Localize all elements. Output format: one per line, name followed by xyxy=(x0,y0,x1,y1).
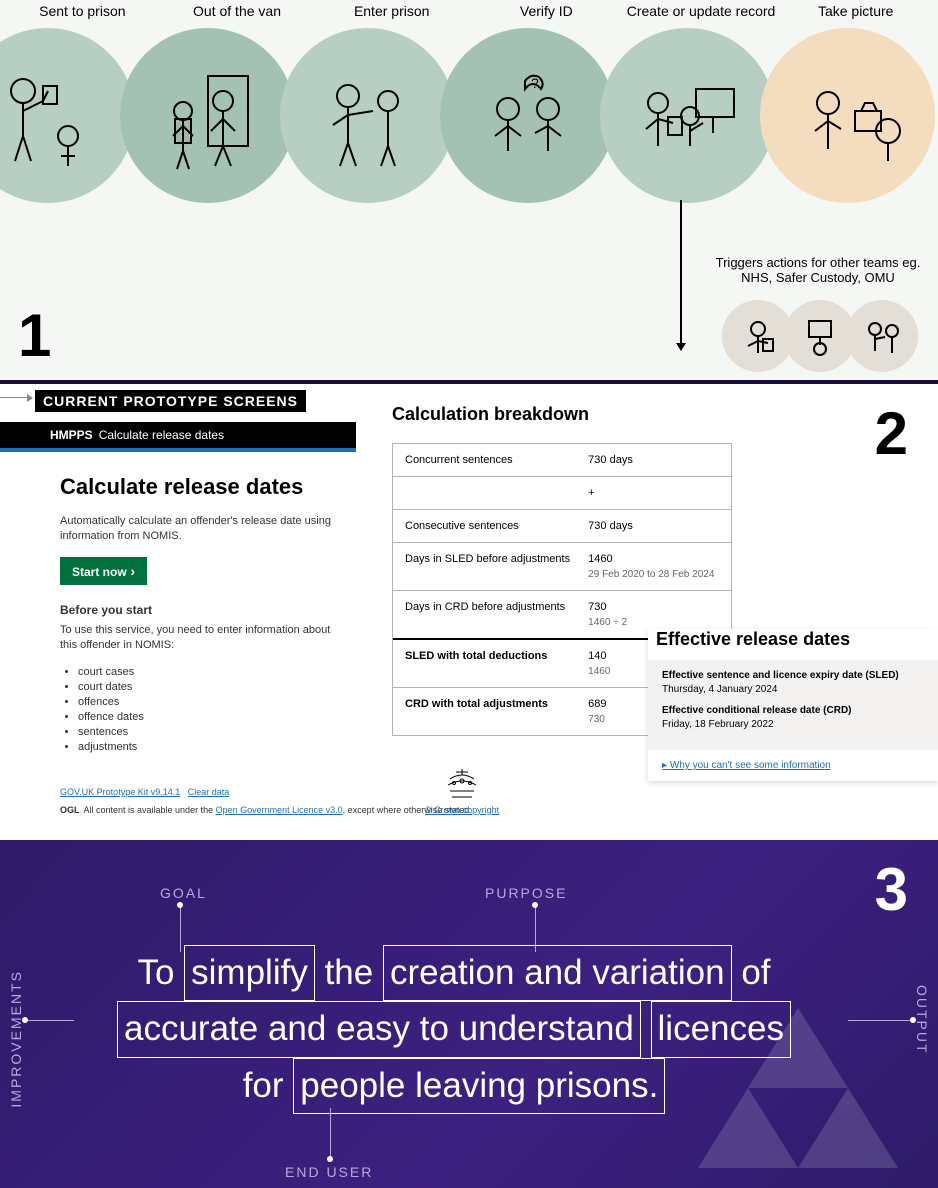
connector-dot xyxy=(910,1017,916,1023)
mission-statement-panel: 3 GOAL PURPOSE END USER IMPROVEMENTS OUT… xyxy=(0,840,938,1188)
boxed-enduser: people leaving prisons. xyxy=(293,1058,665,1114)
service-name: Calculate release dates xyxy=(99,428,224,442)
boxed-improvements: accurate and easy to understand xyxy=(117,1001,641,1057)
why-link[interactable]: Why you can't see some information xyxy=(648,750,938,781)
connector xyxy=(24,1020,74,1021)
panel-number: 2 xyxy=(875,399,908,468)
govuk-header-bar: ♔ HMPPS Calculate release dates xyxy=(0,422,356,452)
verify-id-icon: ? xyxy=(473,61,583,171)
crown-icon xyxy=(442,767,482,801)
step-label: Verify ID xyxy=(469,0,624,19)
service-org: HMPPS xyxy=(50,428,93,442)
journey-circle xyxy=(120,28,295,203)
before-heading: Before you start xyxy=(60,603,350,617)
tag-output: OUTPUT xyxy=(914,985,930,1055)
eff-label: Effective conditional release date (CRD) xyxy=(662,705,924,716)
page-intro: Automatically calculate an offender's re… xyxy=(60,514,350,545)
journey-map-panel: Sent to prison Out of the van Enter pris… xyxy=(0,0,938,380)
step-label: Take picture xyxy=(778,0,933,19)
panel-number: 1 xyxy=(18,301,51,370)
effective-title: Effective release dates xyxy=(648,629,938,660)
boxed-purpose: creation and variation xyxy=(383,945,732,1001)
step-label: Enter prison xyxy=(314,0,469,19)
journey-circle xyxy=(600,28,775,203)
prototype-screens-panel: CURRENT PROTOTYPE SCREENS 2 ♔ HMPPS Calc… xyxy=(0,380,938,840)
list-item: offences xyxy=(78,696,350,708)
list-item: court cases xyxy=(78,666,350,678)
take-picture-icon xyxy=(793,61,903,171)
step-labels-row: Sent to prison Out of the van Enter pris… xyxy=(0,0,938,19)
connector-dot xyxy=(22,1017,28,1023)
boxed-goal: simplify xyxy=(184,945,315,1001)
journey-circle xyxy=(0,28,135,203)
crown-link[interactable]: © Crown copyright xyxy=(425,805,499,815)
svg-text:?: ? xyxy=(531,75,539,91)
eff-date: Thursday, 4 January 2024 xyxy=(662,684,924,695)
eff-date: Friday, 18 February 2022 xyxy=(662,719,924,730)
journey-circle xyxy=(760,28,935,203)
list-item: sentences xyxy=(78,726,350,738)
start-page: Calculate release dates Automatically ca… xyxy=(60,474,350,756)
crest-icon: ♔ xyxy=(22,464,35,481)
tag-purpose: PURPOSE xyxy=(485,885,567,901)
table-row: Consecutive sentences730 days xyxy=(393,510,731,543)
ogl-badge: OGL xyxy=(60,805,80,815)
step-label: Sent to prison xyxy=(5,0,160,19)
triggers-caption: Triggers actions for other teams eg. NHS… xyxy=(708,255,928,285)
before-list: court cases court dates offences offence… xyxy=(60,666,350,753)
eff-label: Effective sentence and licence expiry da… xyxy=(662,670,924,681)
before-text: To use this service, you need to enter i… xyxy=(60,623,350,654)
downstream-teams xyxy=(732,300,918,372)
list-item: adjustments xyxy=(78,741,350,753)
start-button[interactable]: Start now xyxy=(60,557,147,585)
pointer-arrow xyxy=(0,397,32,398)
panel-number: 3 xyxy=(875,855,908,924)
table-row: + xyxy=(393,477,731,510)
tag-enduser: END USER xyxy=(285,1164,373,1180)
list-item: court dates xyxy=(78,681,350,693)
out-of-van-icon xyxy=(153,61,263,171)
journey-circle xyxy=(280,28,455,203)
step-label: Create or update record xyxy=(624,0,779,19)
connector-dot xyxy=(177,902,183,908)
tag-improvements: IMPROVEMENTS xyxy=(8,970,24,1108)
tag-goal: GOAL xyxy=(160,885,207,901)
table-row: Days in SLED before adjustments146029 Fe… xyxy=(393,543,731,591)
footer: GOV.UK Prototype Kit v9.14.1 Clear data … xyxy=(60,787,469,815)
prototype-header: CURRENT PROTOTYPE SCREENS xyxy=(35,390,306,412)
enter-prison-icon xyxy=(313,61,423,171)
kit-link[interactable]: GOV.UK Prototype Kit v9.14.1 xyxy=(60,787,180,797)
list-item: offence dates xyxy=(78,711,350,723)
effective-box: Effective sentence and licence expiry da… xyxy=(648,660,938,750)
connector-dot xyxy=(532,902,538,908)
team-circle xyxy=(846,300,918,372)
connector xyxy=(330,1108,331,1160)
effective-dates-card: Effective release dates Effective senten… xyxy=(648,629,938,781)
flow-arrow-down xyxy=(680,200,682,350)
clear-data-link[interactable]: Clear data xyxy=(188,787,230,797)
table-row: Concurrent sentences730 days xyxy=(393,444,731,477)
page-title: Calculate release dates xyxy=(60,474,350,500)
connector-dot xyxy=(327,1156,333,1162)
crown-copyright: © Crown copyright xyxy=(425,767,499,815)
ogl-link[interactable]: Open Government Licence v3.0 xyxy=(216,805,343,815)
breakdown-title: Calculation breakdown xyxy=(392,404,732,425)
create-record-icon xyxy=(628,61,748,171)
sent-to-prison-icon xyxy=(0,61,103,171)
journey-circles: ? xyxy=(0,28,938,203)
decorative-triangles xyxy=(698,1008,898,1168)
step-label: Out of the van xyxy=(160,0,315,19)
journey-circle: ? xyxy=(440,28,615,203)
